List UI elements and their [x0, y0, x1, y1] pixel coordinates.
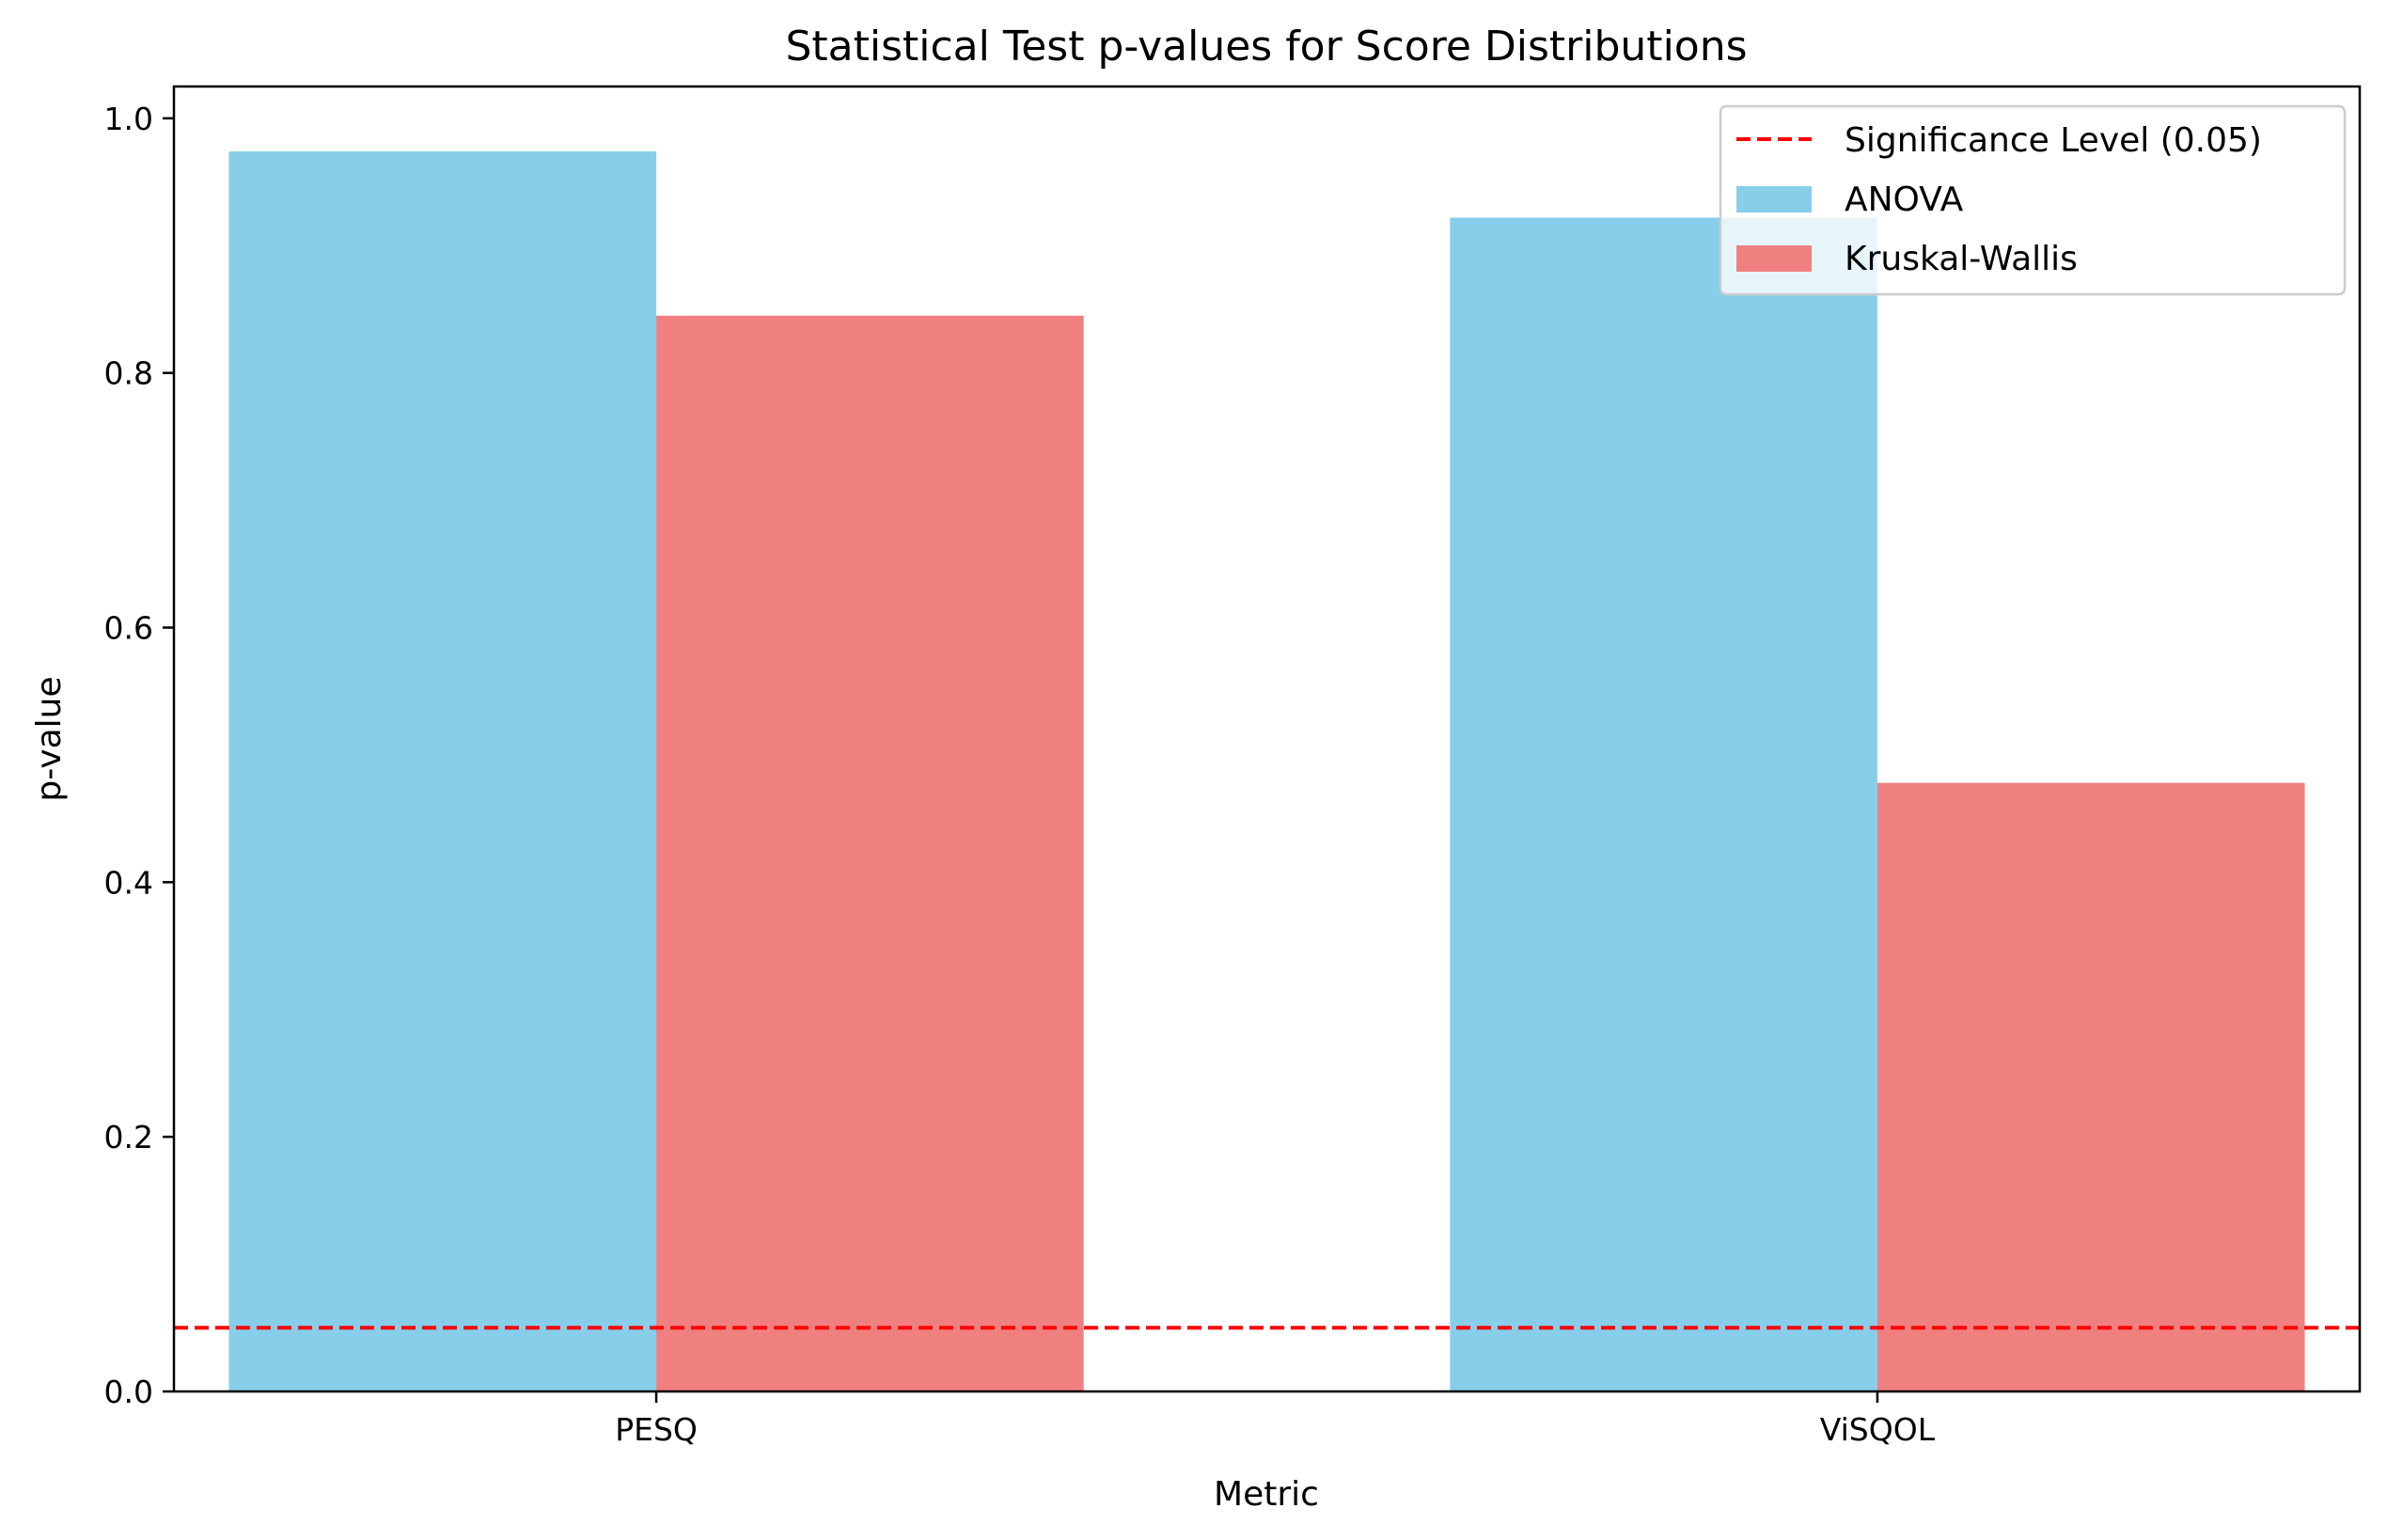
y-tick-label: 0.0 — [104, 1374, 153, 1410]
plot-area-frame — [172, 85, 2362, 1393]
legend-swatch-kruskal-wallis — [1736, 245, 1812, 272]
x-tick-label-pesq: PESQ — [615, 1411, 698, 1448]
bar-anova-pesq — [228, 151, 657, 1391]
y-tick-label: 0.6 — [104, 610, 153, 647]
bars-group — [228, 151, 2305, 1392]
bar-anova-visqol — [1450, 217, 1877, 1392]
chart-title: Statistical Test p-values for Score Dist… — [785, 23, 1747, 71]
y-axis-label: p-value — [30, 676, 69, 801]
legend-label-significance: Significance Level (0.05) — [1845, 121, 2262, 160]
y-tick-label: 1.0 — [104, 101, 153, 137]
legend: Significance Level (0.05) ANOVA Kruskal-… — [1719, 104, 2347, 296]
y-tick-label: 0.8 — [104, 355, 153, 392]
legend-frame — [1719, 104, 2347, 296]
x-axis-ticks: PESQ ViSQOL — [615, 1391, 1936, 1448]
bar-kruskal-wallis-visqol — [1877, 782, 2305, 1391]
bar-kruskal-wallis-pesq — [656, 315, 1084, 1391]
legend-label-anova: ANOVA — [1845, 181, 1964, 219]
legend-swatch-anova — [1736, 186, 1812, 212]
x-axis-label: Metric — [1214, 1475, 1319, 1514]
x-tick-label-visqol: ViSQOL — [1820, 1411, 1936, 1448]
y-tick-label: 0.2 — [104, 1119, 153, 1155]
y-axis-ticks: 0.0 0.2 0.4 0.6 0.8 1.0 — [104, 101, 174, 1410]
legend-label-kruskal-wallis: Kruskal-Wallis — [1845, 240, 2078, 278]
y-tick-label: 0.4 — [104, 864, 153, 901]
